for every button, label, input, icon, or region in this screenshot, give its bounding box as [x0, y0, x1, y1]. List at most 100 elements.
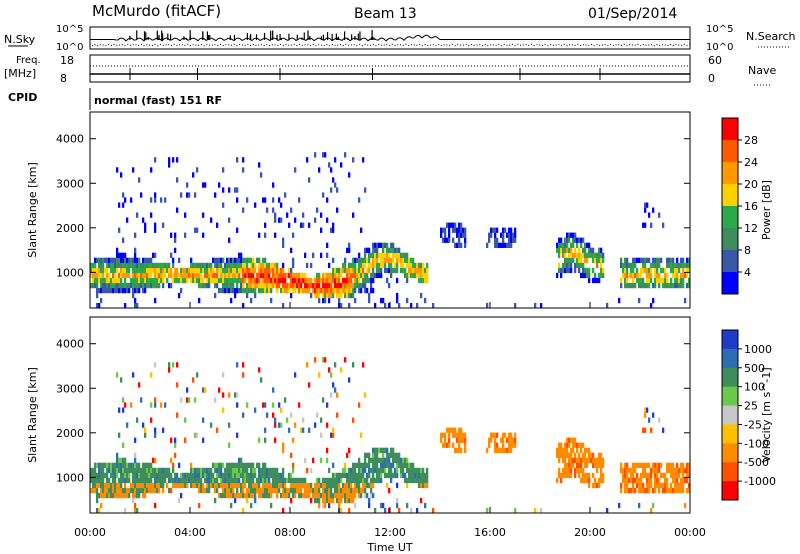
velocity-cell — [666, 462, 669, 468]
power-cell — [132, 167, 135, 173]
power-cell — [204, 272, 207, 279]
power-cell — [336, 267, 339, 274]
power-cell — [174, 272, 177, 279]
velocity-cell — [626, 482, 629, 489]
power-cell — [640, 267, 643, 274]
power-cell — [162, 222, 165, 228]
velocity-cell — [416, 472, 419, 479]
velocity-cell — [280, 492, 283, 499]
velocity-cell — [96, 477, 99, 484]
power-cell — [644, 267, 647, 274]
power-cell — [576, 262, 579, 269]
velocity-cell — [508, 437, 511, 443]
velocity-cell — [318, 502, 321, 509]
power-cell — [556, 247, 559, 253]
power-cell — [332, 287, 335, 294]
power-cell — [330, 287, 333, 294]
power-cell — [242, 277, 245, 284]
power-cell — [540, 303, 543, 309]
velocity-cell — [664, 487, 667, 494]
power-cell — [486, 303, 489, 309]
freq-label: Freq. — [16, 55, 41, 66]
power-cell — [92, 282, 95, 289]
power-cell — [288, 287, 291, 294]
velocity-cell — [152, 467, 155, 474]
velocity-cell — [398, 457, 401, 463]
velocity-cell — [170, 477, 173, 484]
velocity-cell — [668, 467, 671, 474]
velocity-cell — [290, 412, 293, 418]
velocity-cell — [192, 377, 195, 383]
power-cell — [400, 262, 403, 269]
velocity-cell — [646, 487, 649, 494]
power-cell — [686, 272, 689, 279]
power-cell — [366, 277, 369, 284]
velocity-cell — [150, 417, 153, 423]
velocity-cell — [238, 457, 241, 463]
power-cell — [200, 282, 203, 289]
power-cell — [236, 277, 239, 284]
velocity-cell — [504, 432, 507, 438]
velocity-cell — [598, 462, 601, 468]
power-cell — [420, 272, 423, 279]
velocity-cell — [668, 462, 671, 468]
velocity-cell — [226, 467, 229, 474]
velocity-cell — [582, 442, 585, 448]
power-cell — [290, 207, 293, 213]
velocity-cell — [268, 492, 271, 499]
velocity-cell — [370, 487, 373, 494]
power-cell — [194, 227, 197, 233]
velocity-cell — [496, 442, 499, 448]
velocity-cell — [494, 442, 497, 448]
velocity-cell — [286, 477, 289, 484]
velocity-cell — [410, 462, 413, 468]
power-cell — [402, 262, 405, 269]
velocity-cell — [560, 452, 563, 458]
velocity-cell — [170, 457, 173, 463]
power-cell — [106, 257, 109, 263]
power-cell — [278, 267, 281, 274]
velocity-cell — [624, 477, 627, 484]
velocity-cell — [142, 482, 145, 489]
power-cell — [450, 222, 453, 228]
power-cell — [326, 197, 329, 203]
velocity-cell — [110, 472, 113, 479]
power-cell — [380, 262, 383, 269]
power-cell — [448, 227, 451, 233]
power-cell — [182, 272, 185, 279]
velocity-cell — [168, 477, 171, 484]
velocity-cell — [112, 482, 115, 489]
velocity-cell — [322, 497, 325, 504]
power-cell — [360, 227, 363, 233]
power-cell — [184, 267, 187, 274]
velocity-cell — [514, 442, 517, 448]
power-cell — [448, 237, 451, 243]
power-cell — [564, 257, 567, 263]
velocity-cell — [90, 477, 93, 484]
velocity-cell — [574, 472, 577, 479]
power-cell — [252, 267, 255, 274]
velocity-cell — [572, 442, 575, 448]
power-cell — [146, 257, 149, 263]
velocity-cell — [230, 462, 233, 468]
velocity-cell — [138, 467, 141, 474]
power-cell — [350, 282, 353, 289]
power-cell — [488, 232, 491, 238]
power-cell — [396, 277, 399, 284]
power-cell — [564, 267, 567, 274]
power-cell — [558, 237, 561, 243]
velocity-cell — [284, 492, 287, 499]
power-cell — [126, 282, 129, 289]
velocity-cell — [646, 462, 649, 468]
power-cell — [226, 272, 229, 279]
velocity-cell — [130, 482, 133, 489]
velocity-cell — [284, 397, 287, 403]
power-cell — [514, 303, 517, 309]
velocity-cell — [464, 437, 467, 443]
velocity-cell — [380, 447, 383, 453]
power-cell — [212, 277, 215, 284]
power-cell — [628, 262, 631, 269]
velocity-cell — [172, 462, 175, 468]
velocity-cell — [102, 462, 105, 468]
velocity-cell — [652, 467, 655, 474]
